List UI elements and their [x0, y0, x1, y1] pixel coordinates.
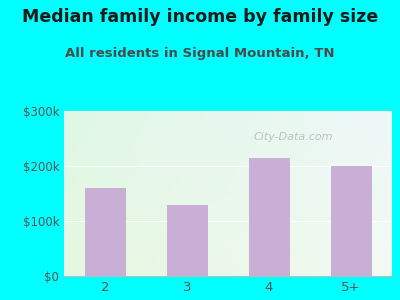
Text: City-Data.com: City-Data.com [254, 132, 333, 142]
Bar [248, 158, 290, 276]
Bar [84, 188, 126, 276]
Text: All residents in Signal Mountain, TN: All residents in Signal Mountain, TN [65, 46, 335, 59]
Bar [166, 205, 208, 276]
Text: Median family income by family size: Median family income by family size [22, 8, 378, 26]
Bar [330, 166, 372, 276]
